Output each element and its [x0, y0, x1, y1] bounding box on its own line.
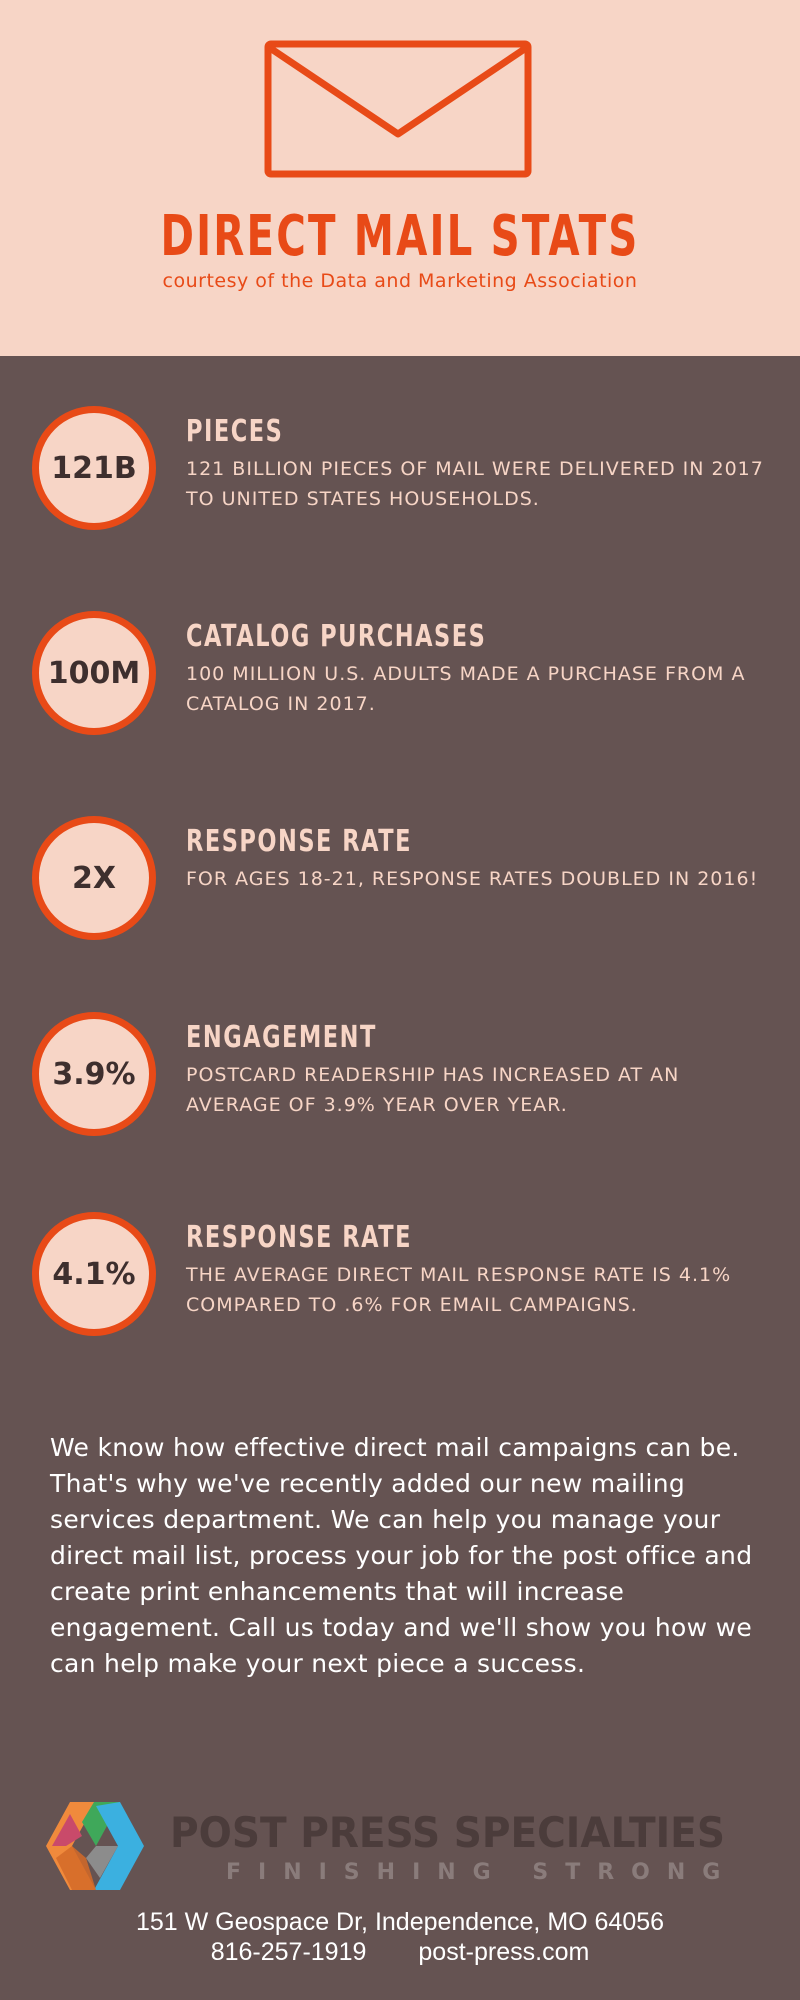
- company-tagline: FINISHING STRONG: [226, 1860, 738, 1885]
- stat-badge: 3.9%: [32, 1012, 156, 1136]
- stat-description: THE AVERAGE DIRECT MAIL RESPONSE RATE IS…: [186, 1264, 732, 1316]
- stat-badge: 121B: [32, 406, 156, 530]
- stat-heading: PIECES: [186, 414, 284, 449]
- stat-heading: CATALOG PURCHASES: [186, 619, 487, 654]
- stat-value: 4.1%: [52, 1256, 136, 1292]
- stat-item: 121B PIECES 121 BILLION PIECES OF MAIL W…: [0, 406, 800, 536]
- stat-heading: RESPONSE RATE: [186, 1220, 412, 1255]
- stat-value: 3.9%: [52, 1056, 136, 1092]
- stat-badge: 4.1%: [32, 1212, 156, 1336]
- stat-heading: RESPONSE RATE: [186, 824, 412, 859]
- website-link[interactable]: post-press.com: [418, 1938, 590, 1966]
- company-logo-mark-icon: [46, 1802, 144, 1890]
- company-name: POST PRESS SPECIALTIES: [170, 1808, 725, 1857]
- stat-description: POSTCARD READERSHIP HAS INCREASED AT AN …: [186, 1064, 680, 1116]
- envelope-icon: [264, 40, 532, 178]
- stat-description: FOR AGES 18-21, RESPONSE RATES DOUBLED I…: [186, 868, 759, 890]
- company-address: 151 W Geospace Dr, Independence, MO 6405…: [135, 1908, 665, 1936]
- stat-item: 4.1% RESPONSE RATE THE AVERAGE DIRECT MA…: [0, 1212, 800, 1342]
- stat-badge: 2X: [32, 816, 156, 940]
- contact-line: 816-257-1919 post-press.com: [0, 1938, 800, 1967]
- stat-description: 100 MILLION U.S. ADULTS MADE A PURCHASE …: [186, 663, 746, 715]
- phone-number[interactable]: 816-257-1919: [210, 1938, 367, 1966]
- company-logo: POST PRESS SPECIALTIES FINISHING STRONG: [30, 1798, 770, 1894]
- promo-paragraph: We know how effective direct mail campai…: [50, 1433, 753, 1678]
- stat-value: 2X: [71, 860, 116, 896]
- stat-value: 121B: [51, 450, 137, 486]
- stat-item: 100M CATALOG PURCHASES 100 MILLION U.S. …: [0, 611, 800, 741]
- stat-item: 3.9% ENGAGEMENT POSTCARD READERSHIP HAS …: [0, 1012, 800, 1142]
- stat-description: 121 BILLION PIECES OF MAIL WERE DELIVERE…: [186, 458, 764, 510]
- stat-heading: ENGAGEMENT: [186, 1020, 377, 1055]
- stat-badge: 100M: [32, 611, 156, 735]
- stat-value: 100M: [47, 655, 141, 691]
- page-title: DIRECT MAIL STATS: [160, 204, 640, 269]
- page-subtitle: courtesy of the Data and Marketing Assoc…: [162, 270, 638, 292]
- stat-item: 2X RESPONSE RATE FOR AGES 18-21, RESPONS…: [0, 816, 800, 946]
- header: DIRECT MAIL STATS courtesy of the Data a…: [0, 0, 800, 356]
